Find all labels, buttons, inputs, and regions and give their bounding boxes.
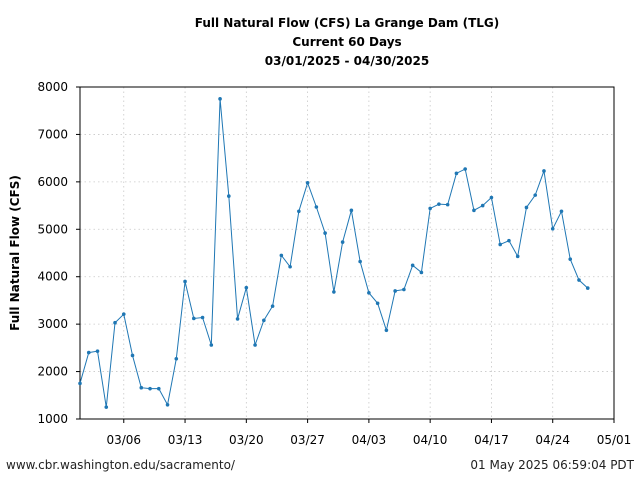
- x-tick-label: 04/03: [352, 433, 387, 447]
- data-point: [78, 381, 82, 386]
- chart-grid: [80, 87, 614, 419]
- y-tick-label: 4000: [37, 270, 68, 284]
- data-point: [437, 202, 441, 206]
- x-tick-label: 04/24: [535, 433, 570, 447]
- data-point: [95, 349, 100, 353]
- data-point: [209, 343, 214, 347]
- data-point: [227, 194, 231, 198]
- chart-title-line-3: 03/01/2025 - 04/30/2025: [265, 54, 429, 68]
- data-point: [156, 386, 161, 391]
- data-point: [533, 193, 538, 197]
- data-series: [78, 97, 590, 409]
- data-point: [332, 290, 336, 294]
- generated-timestamp: 01 May 2025 06:59:04 PDT: [470, 458, 634, 472]
- x-tick-label: 04/17: [474, 433, 509, 447]
- data-point: [183, 279, 187, 284]
- data-point: [428, 206, 432, 211]
- x-tick-label: 03/06: [106, 433, 141, 447]
- data-point: [375, 301, 380, 306]
- y-tick-label: 2000: [37, 365, 68, 379]
- data-point: [244, 285, 249, 290]
- data-point: [472, 208, 476, 213]
- data-point: [384, 328, 389, 333]
- data-point: [270, 304, 275, 308]
- x-axis: 03/06 03/13 03/20 03/27 04/03 04/10 04/17 04/24…: [106, 419, 631, 447]
- data-point: [148, 386, 152, 391]
- y-axis: 1000 2000 3000 4000 5000 6000 7000 8000: [37, 80, 80, 426]
- data-point: [410, 263, 415, 268]
- data-point: [577, 278, 581, 282]
- data-point: [358, 259, 362, 264]
- data-point: [305, 181, 310, 185]
- data-point: [235, 317, 240, 321]
- y-axis-label: Full Natural Flow (CFS): [8, 175, 22, 331]
- data-point: [393, 289, 397, 293]
- chart-title-line-1: Full Natural Flow (CFS) La Grange Dam (T…: [195, 16, 500, 30]
- data-point: [402, 287, 406, 292]
- chart-title-line-2: Current 60 Days: [292, 35, 401, 49]
- y-tick-label: 3000: [37, 317, 68, 331]
- x-tick-label: 03/27: [290, 433, 325, 447]
- y-tick-label: 7000: [37, 127, 68, 141]
- data-point: [585, 286, 590, 290]
- x-tick-label: 03/20: [229, 433, 264, 447]
- data-point: [367, 291, 371, 295]
- x-tick-label: 04/10: [413, 433, 448, 447]
- data-point: [559, 209, 564, 214]
- data-point: [515, 254, 520, 259]
- data-point: [568, 257, 573, 261]
- data-point: [297, 209, 301, 214]
- data-point: [192, 316, 196, 321]
- data-point: [507, 238, 511, 243]
- data-point: [340, 240, 345, 244]
- y-tick-label: 5000: [37, 222, 68, 236]
- data-point: [489, 195, 494, 200]
- data-point: [463, 167, 467, 171]
- data-point: [86, 350, 91, 355]
- data-point: [200, 315, 205, 320]
- data-point: [130, 353, 135, 358]
- data-point: [524, 205, 529, 210]
- y-tick-label: 6000: [37, 175, 68, 189]
- data-point: [349, 208, 354, 213]
- data-point: [419, 270, 424, 275]
- data-point: [262, 318, 266, 323]
- data-point: [174, 356, 179, 361]
- source-url[interactable]: www.cbr.washington.edu/sacramento/: [6, 458, 235, 472]
- data-point: [542, 169, 546, 173]
- series-line: [79, 98, 589, 408]
- data-point: [253, 343, 257, 347]
- data-point: [498, 242, 502, 247]
- plot-frame: [79, 86, 615, 420]
- data-point: [288, 264, 292, 269]
- data-point: [445, 202, 450, 207]
- data-point: [550, 227, 555, 231]
- data-point: [139, 385, 144, 390]
- data-point: [454, 171, 459, 176]
- data-point: [104, 405, 109, 409]
- data-point: [113, 320, 117, 325]
- data-point: [121, 312, 126, 316]
- chart-title: Full Natural Flow (CFS) La Grange Dam (T…: [195, 16, 500, 68]
- y-tick-label: 8000: [37, 80, 68, 94]
- data-point: [218, 97, 222, 101]
- x-tick-label: 05/01: [597, 433, 632, 447]
- data-point: [165, 402, 170, 407]
- y-tick-label: 1000: [37, 412, 68, 426]
- data-point: [279, 253, 284, 258]
- data-point: [323, 231, 327, 235]
- data-point: [480, 203, 485, 208]
- data-point: [314, 205, 319, 209]
- x-tick-label: 03/13: [168, 433, 203, 447]
